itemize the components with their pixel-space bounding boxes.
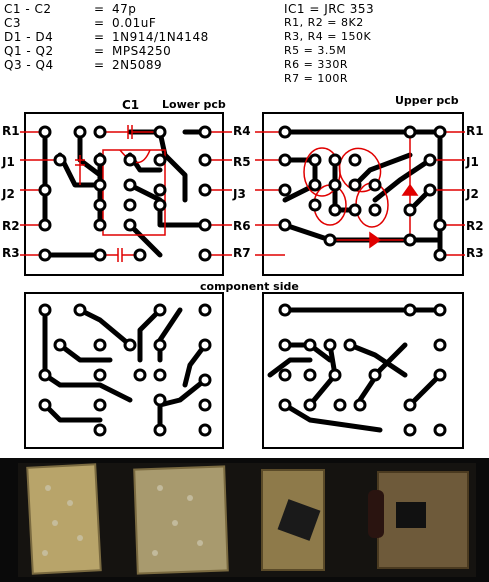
part-ref: C3 (4, 16, 22, 30)
part-eq: = (94, 2, 105, 16)
part-eq: = (94, 30, 105, 44)
part-row: C3 = 0.01uF (4, 16, 209, 30)
upper-right-label: J2 (466, 187, 479, 201)
part-row: Q3 - Q4 = 2N5089 (4, 58, 209, 72)
upper-right-label: J1 (466, 155, 479, 169)
part-value: 1N914/1N4148 (112, 30, 209, 44)
part-row: IC1 = JRC 353 (284, 2, 375, 16)
lower-left-label: J1 (2, 155, 15, 169)
photo-boards (0, 458, 489, 582)
part-eq: = (94, 58, 105, 72)
part-ref: D1 - D4 (4, 30, 54, 44)
part-row: R1, R2 = 8K2 (284, 16, 364, 29)
part-eq: = (94, 16, 105, 30)
lower-right-label: R6 (233, 219, 251, 233)
part-row: R6 = 330R (284, 58, 348, 71)
part-row: C1 - C2 = 47p (4, 2, 209, 16)
upper-pcb-pads (278, 125, 447, 262)
upper-copper-board (262, 292, 464, 449)
upper-copper-pads (278, 303, 447, 437)
part-value: 0.01uF (112, 16, 157, 30)
lower-copper-pads (38, 303, 212, 437)
part-row: D1 - D4 = 1N914/1N4148 (4, 30, 209, 44)
part-value: 47p (112, 2, 137, 16)
lower-right-label: R7 (233, 246, 251, 260)
upper-right-label: R2 (466, 219, 484, 233)
upper-pcb-title: Upper pcb (395, 94, 459, 107)
parts-list-right: IC1 = JRC 353 R1, R2 = 8K2 R3, R4 = 150K… (284, 2, 374, 86)
lower-pcb-pads (38, 125, 212, 262)
assembled-boards-photo (0, 458, 489, 582)
lower-right-label: R5 (233, 155, 251, 169)
component-side-title: component side (200, 280, 299, 293)
lower-pcb-board (24, 112, 224, 276)
upper-right-label: R3 (466, 246, 484, 260)
upper-copper-traces (267, 307, 443, 433)
part-row: R5 = 3.5M (284, 44, 347, 57)
part-row: R7 = 100R (284, 72, 348, 85)
lower-right-label: R4 (233, 124, 251, 138)
lower-left-label: R3 (2, 246, 20, 260)
lower-pcb-title: Lower pcb (162, 98, 226, 111)
parts-list-left: C1 - C2 = 47p C3 = 0.01uF D1 - D4 = 1N914/1N41… (4, 2, 209, 72)
lower-left-label: R2 (2, 219, 20, 233)
part-row: Q1 - Q2 = MPS4250 (4, 44, 209, 58)
lower-copper-board (24, 292, 224, 449)
upper-pcb-traces (282, 129, 443, 258)
part-ref: C1 - C2 (4, 2, 52, 16)
lower-pcb-parts (20, 125, 232, 262)
part-ref: Q1 - Q2 (4, 44, 54, 58)
upper-right-label: R1 (466, 124, 484, 138)
lower-left-label: J2 (2, 187, 15, 201)
part-eq: = (94, 44, 105, 58)
c1-label: C1 (122, 98, 140, 112)
lower-right-label: J3 (233, 187, 246, 201)
part-row: R3, R4 = 150K (284, 30, 372, 43)
part-value: MPS4250 (112, 44, 172, 58)
part-ref: Q3 - Q4 (4, 58, 54, 72)
lower-left-label: R1 (2, 124, 20, 138)
part-value: 2N5089 (112, 58, 163, 72)
